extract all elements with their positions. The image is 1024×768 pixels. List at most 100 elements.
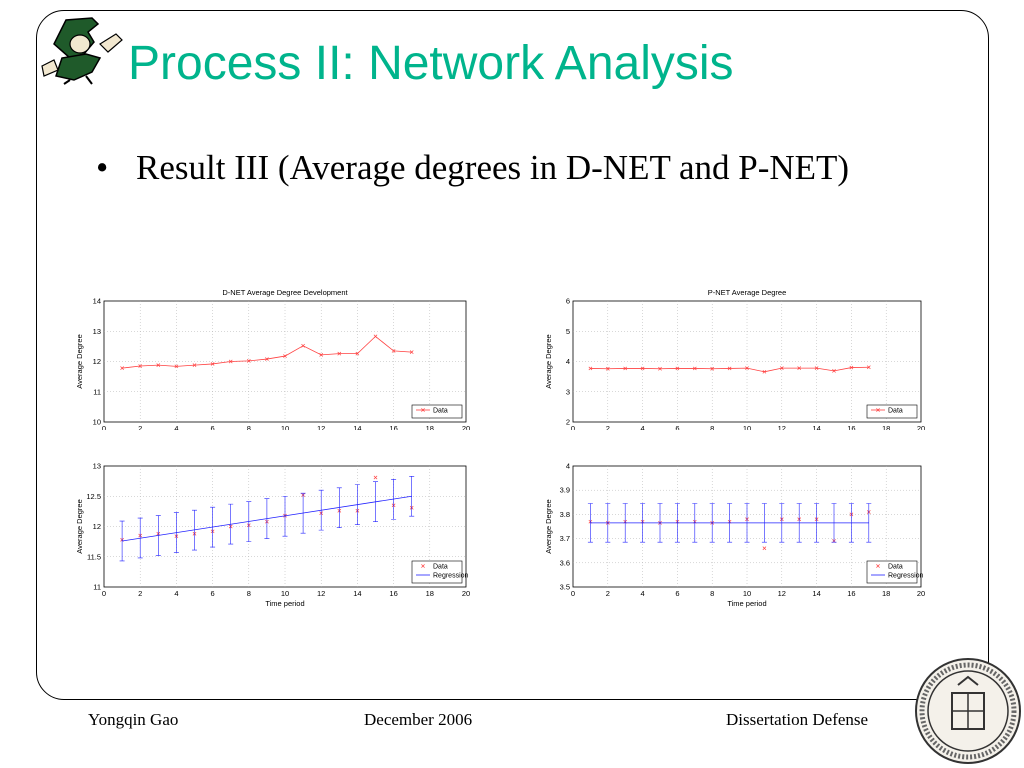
- data-point: [588, 366, 593, 371]
- x-tick-label: 8: [247, 424, 251, 430]
- data-point: [745, 366, 749, 371]
- error-bar: [848, 503, 854, 543]
- error-bar: [246, 501, 252, 542]
- data-point: [832, 369, 836, 373]
- error-bar: [692, 503, 698, 543]
- y-tick-label: 12: [93, 357, 101, 366]
- x-tick-label: 16: [389, 589, 397, 598]
- y-tick-label: 12.5: [86, 492, 101, 501]
- pnet-regression-chart: 0 2 4 6 8 10 12 14 16 18 20 3.5 3.6 3.7 3.8 3.9 4 Time pe…: [544, 462, 925, 609]
- x-tick-label: 20: [462, 424, 470, 430]
- error-bar: [622, 503, 628, 543]
- error-bar: [831, 503, 837, 543]
- data-point: [779, 366, 784, 371]
- error-bar: [373, 481, 378, 522]
- data-point: [120, 366, 124, 371]
- footer-event: Dissertation Defense: [726, 710, 869, 729]
- data-point: [265, 357, 269, 361]
- data-point: [762, 546, 767, 551]
- error-bar: [674, 503, 680, 543]
- x-tick-label: 4: [641, 424, 645, 430]
- x-tick-label: 14: [353, 589, 361, 598]
- footer-date: December 2006: [364, 710, 473, 729]
- data-point: [409, 350, 414, 354]
- data-point: [337, 351, 342, 356]
- error-bar: [587, 503, 593, 543]
- y-tick-label: 3.5: [560, 583, 570, 592]
- x-tick-label: 14: [812, 589, 820, 598]
- x-tick-label: 8: [710, 424, 714, 430]
- x-tick-label: 12: [778, 589, 786, 598]
- data-point: [373, 334, 378, 339]
- error-bar: [192, 509, 197, 551]
- x-tick-label: 2: [606, 424, 610, 430]
- data-point: [355, 351, 360, 356]
- error-bar: [657, 503, 663, 543]
- slide-title: Process II: Network Analysis: [128, 37, 734, 90]
- legend-label: Data: [433, 564, 448, 571]
- legend-label: Data: [888, 408, 903, 415]
- data-point: [301, 343, 305, 348]
- data-point: [710, 366, 715, 371]
- data-point: [762, 369, 767, 374]
- legend-marker: [421, 564, 425, 568]
- error-bar: [761, 503, 767, 543]
- error-bar: [744, 503, 750, 543]
- error-bar: [391, 479, 397, 520]
- data-point: [156, 363, 161, 367]
- y-tick-label: 10: [93, 418, 101, 427]
- legend-marker: [876, 564, 880, 568]
- x-tick-label: 20: [462, 589, 470, 598]
- y-tick-label: 14: [93, 297, 101, 306]
- error-bar: [354, 484, 360, 525]
- y-tick-label: 11: [93, 387, 101, 396]
- x-tick-label: 10: [743, 424, 751, 430]
- data-point: [675, 366, 680, 371]
- legend-label: Regression: [433, 573, 469, 580]
- legend-box: [866, 560, 918, 584]
- y-axis-label: Average Degree: [75, 499, 84, 553]
- legend-marker: [876, 408, 880, 412]
- y-tick-label: 3: [566, 387, 570, 396]
- data-point: [866, 365, 871, 370]
- x-tick-label: 12: [317, 589, 325, 598]
- error-bar: [727, 503, 733, 543]
- y-tick-label: 3.9: [560, 486, 570, 495]
- x-tick-label: 0: [102, 424, 106, 430]
- x-tick-label: 10: [281, 589, 289, 598]
- x-tick-label: 2: [606, 589, 610, 598]
- error-bar: [866, 503, 872, 543]
- x-tick-label: 20: [917, 424, 925, 430]
- error-bar: [605, 503, 611, 543]
- data-point: [246, 359, 251, 363]
- x-tick-label: 10: [743, 589, 751, 598]
- x-tick-label: 2: [138, 424, 142, 430]
- x-tick-label: 12: [317, 424, 325, 430]
- x-tick-label: 8: [710, 589, 714, 598]
- x-tick-label: 6: [211, 424, 215, 430]
- university-seal-icon: [915, 658, 1021, 764]
- x-tick-label: 0: [571, 424, 575, 430]
- error-bar: [318, 489, 324, 531]
- error-bar: [282, 495, 288, 537]
- data-point: [727, 366, 732, 371]
- x-tick-label: 6: [675, 424, 679, 430]
- y-tick-label: 11.5: [87, 552, 101, 561]
- y-tick-label: 13: [93, 327, 101, 336]
- error-bar: [779, 503, 785, 543]
- y-tick-label: 4: [566, 357, 570, 366]
- y-tick-label: 5: [566, 327, 570, 336]
- error-bar: [336, 487, 342, 529]
- x-tick-label: 0: [571, 589, 575, 598]
- x-tick-label: 4: [641, 589, 645, 598]
- y-tick-label: 6: [566, 297, 570, 306]
- x-tick-label: 18: [426, 424, 434, 430]
- y-tick-label: 4: [566, 462, 570, 471]
- error-bar: [264, 498, 270, 539]
- data-point: [605, 366, 610, 371]
- data-point: [138, 364, 143, 368]
- x-tick-label: 18: [882, 424, 890, 430]
- data-point: [283, 354, 287, 358]
- legend-label: Data: [888, 564, 903, 571]
- error-bar: [709, 503, 715, 543]
